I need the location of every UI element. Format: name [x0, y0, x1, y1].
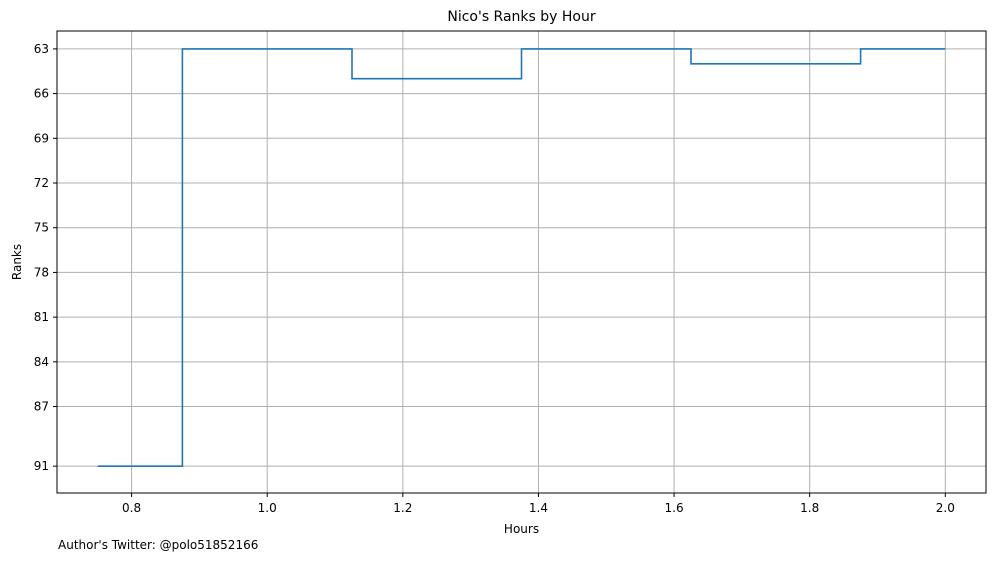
y-tick-label: 66 — [34, 87, 49, 101]
chart-title: Nico's Ranks by Hour — [447, 9, 596, 25]
x-tick-label: 1.0 — [258, 501, 277, 515]
x-tick-label: 2.0 — [936, 501, 955, 515]
y-tick-label: 81 — [34, 310, 49, 324]
y-tick-label: 75 — [34, 221, 49, 235]
grid-layer — [57, 31, 986, 493]
y-tick-label: 63 — [34, 42, 49, 56]
y-tick-label: 87 — [34, 400, 49, 414]
y-tick-label: 84 — [34, 355, 49, 369]
y-tick-label: 69 — [34, 131, 49, 145]
x-tick-label: 0.8 — [122, 501, 141, 515]
x-axis-ticks: 0.8 1.0 1.2 1.4 1.6 1.8 2.0 — [122, 493, 955, 515]
rank-series-line — [97, 48, 946, 467]
y-tick-label: 78 — [34, 265, 49, 279]
y-axis-ticks: 63 66 69 72 75 78 81 84 87 91 — [34, 42, 57, 473]
y-tick-label: 91 — [34, 459, 49, 473]
x-axis-label: Hours — [504, 522, 539, 536]
y-axis-label: Ranks — [10, 244, 24, 280]
x-tick-label: 1.6 — [665, 501, 684, 515]
plot-frame — [56, 30, 987, 494]
x-tick-label: 1.2 — [393, 501, 412, 515]
y-tick-label: 72 — [34, 176, 49, 190]
author-credit: Author's Twitter: @polo51852166 — [58, 538, 259, 552]
x-tick-label: 1.4 — [529, 501, 548, 515]
x-tick-label: 1.8 — [800, 501, 819, 515]
series-layer — [97, 48, 946, 467]
